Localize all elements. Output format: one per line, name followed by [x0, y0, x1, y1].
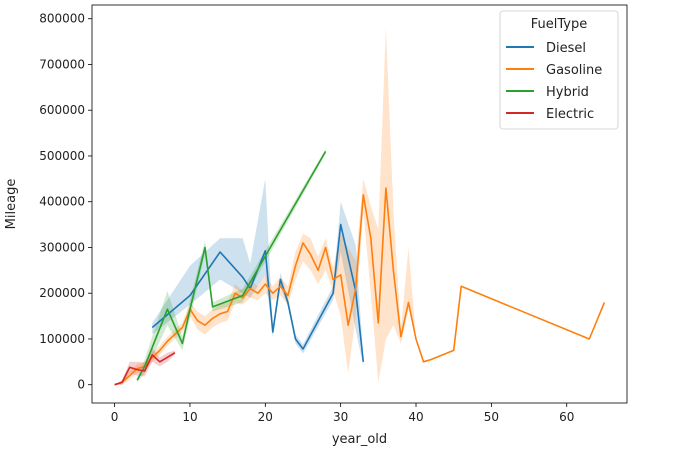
y-tick-label: 400000: [39, 195, 85, 209]
band-gasoline: [114, 27, 605, 385]
legend-label-diesel: Diesel: [546, 41, 586, 56]
x-tick-label: 20: [258, 410, 273, 424]
y-tick-label: 300000: [39, 240, 85, 254]
line-electric: [114, 352, 176, 386]
plot-area: [91, 4, 628, 404]
y-tick-label: 200000: [39, 286, 85, 300]
legend-box: [499, 10, 619, 130]
legend-label-gasoline: Gasoline: [546, 63, 602, 78]
legend-title: FuelType: [531, 17, 587, 32]
x-tick-label: 10: [182, 410, 197, 424]
x-tick-label: 40: [408, 410, 423, 424]
y-tick-label: 700000: [39, 57, 85, 71]
y-tick-label: 100000: [39, 332, 85, 346]
x-axis: 0 10 20 30 40 50 60: [111, 403, 574, 424]
line-hybrid: [136, 151, 327, 381]
x-tick-label: 30: [333, 410, 348, 424]
y-axis: 0 100000 200000 300000 400000 500000 600000 700…: [39, 12, 92, 392]
y-tick-label: 0: [77, 378, 85, 392]
legend: FuelType Diesel Gasoline Hybrid Electric: [499, 10, 619, 130]
legend-label-electric: Electric: [546, 107, 594, 122]
line-diesel: [151, 223, 365, 362]
line-gasoline: [114, 187, 606, 386]
legend-label-hybrid: Hybrid: [546, 85, 589, 100]
y-axis-label: Mileage: [4, 179, 19, 230]
y-tick-label: 600000: [39, 103, 85, 117]
y-tick-label: 500000: [39, 149, 85, 163]
legend-entries: Diesel Gasoline Hybrid Electric: [506, 41, 602, 122]
x-tick-label: 50: [484, 410, 499, 424]
x-tick-label: 60: [559, 410, 574, 424]
band-diesel: [152, 178, 364, 367]
y-tick-label: 800000: [39, 12, 85, 26]
x-tick-label: 0: [111, 410, 119, 424]
x-axis-label: year_old: [332, 432, 387, 447]
series-lines: [114, 151, 606, 386]
